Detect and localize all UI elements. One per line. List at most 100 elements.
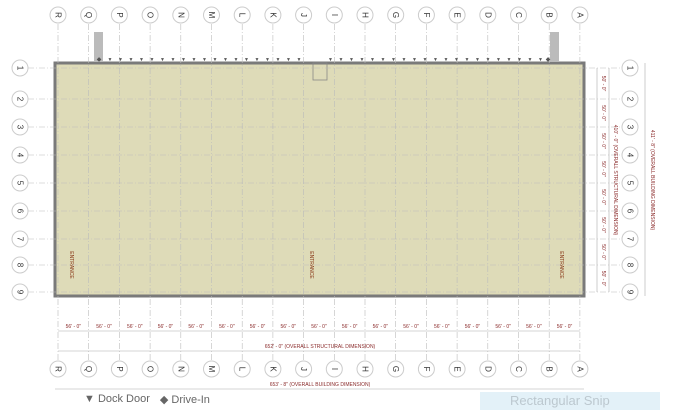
dock-door-icon: ▼ [150,57,155,63]
row-bubble [621,202,639,220]
overall-building-dimension: 653' - 8" (OVERALL BUILDING DIMENSION) [270,382,371,388]
column-bubble [110,6,128,24]
dock-door-icon: ▼ [528,57,533,63]
column-bubble [141,360,159,378]
row-label: 5 [16,181,25,186]
column-dimension: 56' - 0" [342,324,358,330]
column-label: L [238,367,247,372]
rectangular-snip-overlay[interactable]: Rectangular Snip [480,392,660,410]
dock-door-icon: ▼ [412,57,417,63]
drive-in-ramp [550,32,559,62]
row-bubble [11,283,29,301]
column-label: Q [84,366,93,372]
column-bubble [172,6,190,24]
snip-label: Rectangular Snip [510,393,610,408]
column-bubble [510,360,527,378]
column-dimension: 56' - 0" [403,324,419,330]
dock-door-icon: ▼ [391,57,396,63]
column-bubble [448,360,466,378]
dock-door-icon: ▼ [129,57,134,63]
entrance-label: ENTRANCE [68,251,74,279]
row-dimension: 50' - 0" [600,244,606,260]
column-label: D [483,12,492,18]
column-label: E [453,366,462,371]
column-bubble [540,6,558,24]
dock-door-icon: ▼ [171,57,176,63]
row-label: 9 [626,290,635,295]
legend: ▼ Dock Door ◆ Drive-In [84,393,210,406]
dock-door-icon: ▼ [433,57,438,63]
overall-building-dimension-vertical: 411' - 8" (OVERALL BUILDING DIMENSION) [649,130,655,231]
column-bubble [295,6,313,24]
column-label: J [299,13,308,17]
dock-door-icon: ▼ [370,57,375,63]
dock-door-icon: ▼ [381,57,386,63]
dock-door-icon: ▼ [213,57,218,63]
column-dimension: 56' - 0" [557,324,573,330]
column-dimension: 56' - 0" [526,324,542,330]
column-bubble [417,6,435,24]
column-bubble [203,360,220,378]
row-bubble [11,59,29,77]
column-bubble [448,6,466,24]
dock-door-icon: ▼ [423,57,428,63]
column-bubble [417,360,435,378]
overall-structural-dimension: 652' - 0" (OVERALL STRUCTURAL DIMENSION) [265,344,376,350]
dock-door-icon: ▼ [265,57,270,63]
dock-door-icon: ▼ [255,57,260,63]
dock-door-icon: ▼ [328,57,333,63]
row-dimension: 50' - 0" [600,76,606,92]
row-dimension: 50' - 0" [600,217,606,233]
column-bubble [80,360,98,378]
column-label: R [54,12,63,18]
column-label: R [54,366,63,372]
column-bubble [264,360,282,378]
column-dimension: 56' - 0" [96,324,112,330]
column-dimension: 56' - 0" [373,324,389,330]
column-label: O [146,12,155,18]
row-bubble [11,90,29,108]
column-label: P [115,366,124,371]
row-bubble [11,256,29,274]
column-bubble [571,6,589,24]
dock-door-icon: ▼ [139,57,144,63]
dock-door-icon: ▼ [444,57,449,63]
row-label: 2 [16,97,25,102]
row-bubble [621,146,639,164]
row-bubble [11,202,29,220]
column-label: K [268,12,277,18]
row-bubble [11,230,29,248]
dock-door-icon: ▼ [286,57,291,63]
row-dimension: 50' - 0" [600,133,606,149]
entrance-label: ENTRANCE [308,251,314,279]
dock-door-icon: ▼ [118,57,123,63]
column-label: H [361,366,370,372]
dock-door-icon: ▼ [276,57,281,63]
column-dimension: 56' - 0" [66,324,82,330]
row-label: 8 [16,263,25,268]
drive-in-icon: ◆ [97,57,102,63]
dock-door-icon: ▼ [475,57,480,63]
row-label: 1 [626,66,635,71]
row-label: 8 [626,263,635,268]
row-label: 3 [626,125,635,130]
column-dimension: 56' - 0" [495,324,511,330]
column-dimension: 56' - 0" [188,324,204,330]
column-bubble [49,360,67,378]
legend-drive-in: ◆ Drive-In [159,394,210,406]
dock-door-icon: ▼ [402,57,407,63]
column-label: C [514,12,523,18]
dock-door-icon: ▼ [160,57,165,63]
dock-door-icon: ▼ [349,57,354,63]
row-label: 9 [16,290,25,295]
dock-door-icon: ▼ [486,57,491,63]
column-bubble [387,6,405,24]
office-box [312,62,328,81]
column-label: Q [84,12,93,18]
column-label: M [207,366,216,373]
dock-door-icon: ▼ [297,57,302,63]
column-bubble [203,6,220,24]
row-bubble [11,146,29,164]
row-bubble [621,256,639,274]
column-dimension: 56' - 0" [127,324,143,330]
